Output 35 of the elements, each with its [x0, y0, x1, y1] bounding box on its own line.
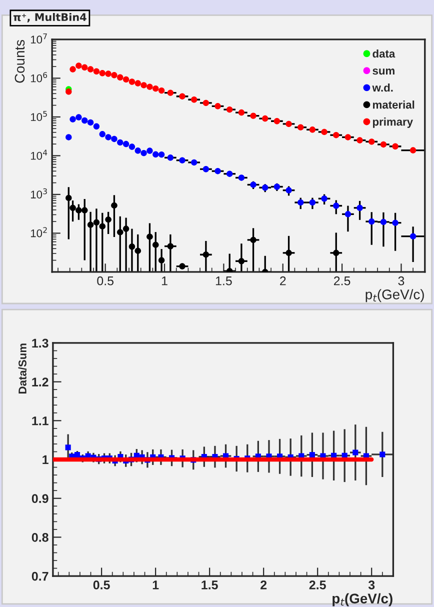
y-tick-label: 10$^{7}$: [30, 33, 47, 44]
x-tick-label: 1: [152, 580, 159, 590]
legend-label: primary: [373, 118, 413, 128]
x-axis-title: p$_{t}$(GeV/c): [366, 289, 424, 302]
x-tick-label: 2.5: [309, 580, 326, 590]
x-tick-label: 1.5: [202, 580, 218, 590]
legend-label: data: [372, 49, 396, 58]
y-tick-label: 10$^{6}$: [30, 72, 48, 82]
x-tick-label: 3: [368, 580, 375, 590]
x-tick-label: 1.5: [216, 276, 232, 286]
legend-label: w.d.: [372, 84, 393, 92]
y-tick-label: 10$^{4}$: [30, 150, 48, 160]
y-tick-label: 10$^{5}$: [30, 110, 47, 122]
x-tick-label: 0.5: [93, 580, 110, 590]
y-axis-title: Data/Sum: [18, 344, 27, 394]
chart-title: π⁺, MultBin4: [13, 12, 86, 22]
y-tick-label: 10$^{2}$: [30, 227, 47, 238]
y-tick-label: 1.1: [32, 416, 48, 426]
legend-label: sum: [372, 68, 394, 75]
y-tick-label: 0.8: [32, 532, 48, 542]
x-axis-title: p$_{t}$(GeV/c): [332, 593, 392, 606]
x-tick-label: 1: [162, 276, 168, 286]
x-tick-label: 2: [260, 580, 267, 590]
y-tick-label: 1.2: [32, 378, 48, 386]
legend-label: material: [373, 100, 414, 109]
x-tick-label: 2: [280, 276, 286, 286]
x-tick-label: 3: [398, 276, 404, 286]
x-tick-label: 2.5: [334, 276, 350, 286]
y-tick-label: 10$^{3}$: [30, 188, 47, 198]
y-tick-label: 0.7: [32, 572, 48, 581]
y-tick-label: 1: [42, 455, 48, 464]
y-tick-label: 1.3: [32, 338, 48, 348]
y-tick-label: 0.9: [32, 494, 48, 503]
x-tick-label: 0.5: [97, 276, 114, 286]
y-axis-title: Counts: [14, 40, 25, 83]
